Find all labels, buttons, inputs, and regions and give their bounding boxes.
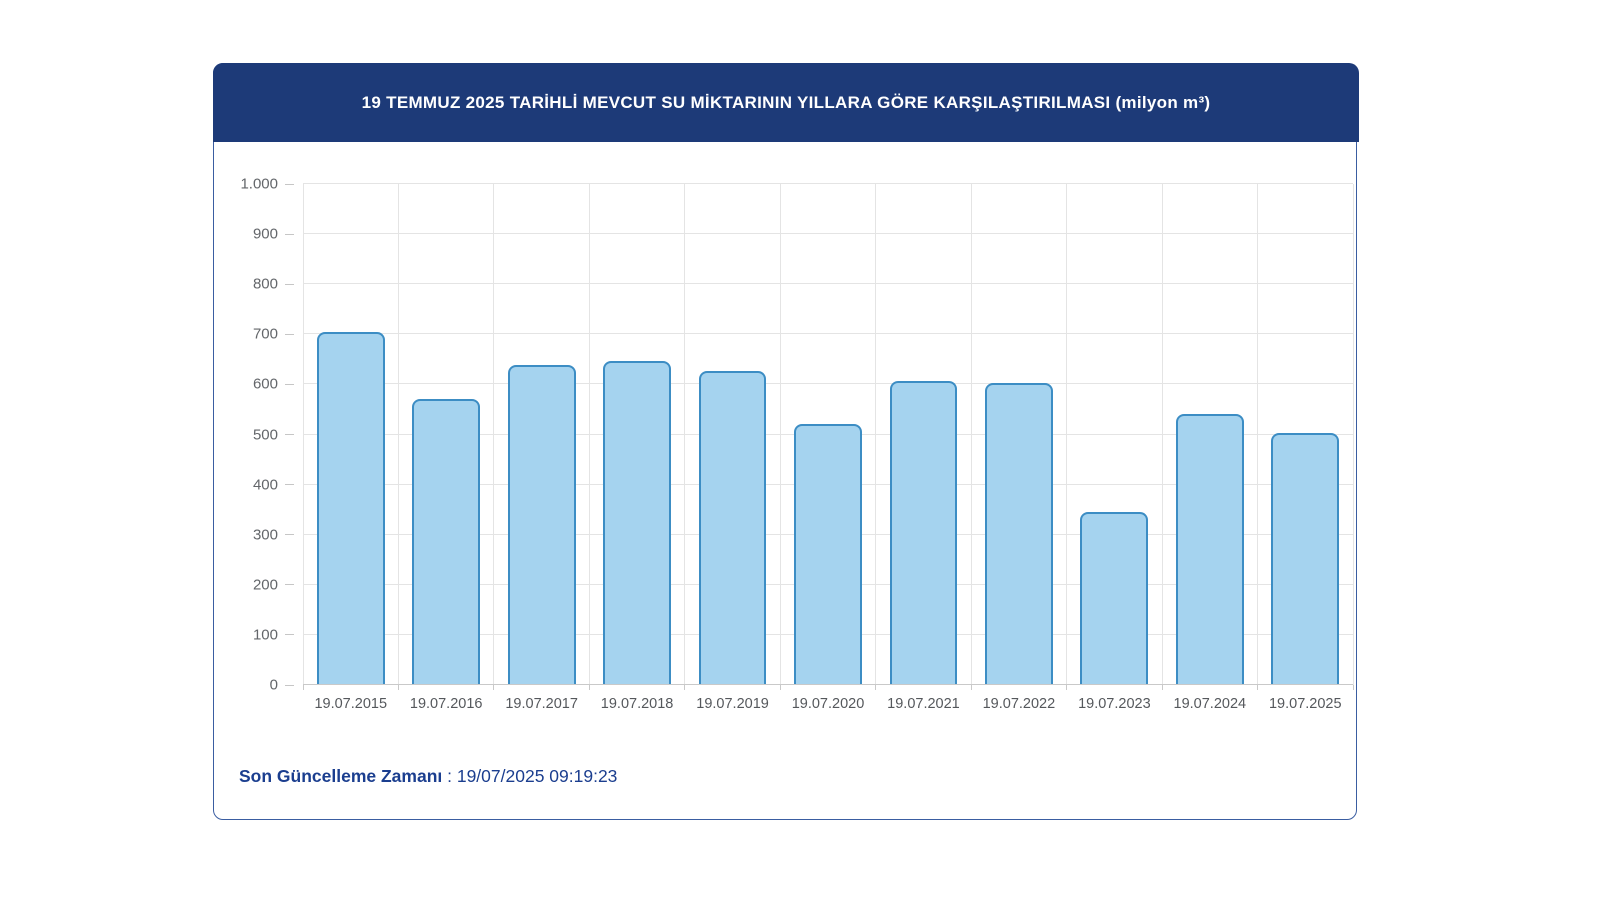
horizontal-gridline [303,233,1353,235]
x-tick-mark [1352,685,1354,690]
vertical-gridline [779,184,781,685]
x-label-19.07.2022: 19.07.2022 [982,696,1056,712]
y-tick-label: 1.000 [240,175,278,193]
bar-19.07.2017 [507,365,576,685]
y-tick-mark [285,684,294,686]
y-tick-mark [285,283,294,285]
y-tick-mark [285,233,294,235]
bar-slot [876,184,971,685]
last-update: Son Güncelleme Zamanı : 19/07/2025 09:19… [239,766,617,787]
y-tick-mark [285,484,294,486]
horizontal-gridline [303,183,1353,184]
bar-19.07.2016 [412,399,481,685]
vertical-gridline [875,184,877,685]
y-tick-mark [285,383,294,385]
horizontal-gridline [303,383,1353,385]
y-tick-label: 600 [252,375,278,393]
bar-slot [1162,184,1257,685]
vertical-gridline [684,184,686,685]
bar-19.07.2023 [1080,512,1149,685]
x-tick-mark [875,685,877,690]
x-label-19.07.2016: 19.07.2016 [409,696,483,712]
y-tick-label: 300 [252,526,278,544]
last-update-separator: : [442,766,457,786]
x-label-19.07.2020: 19.07.2020 [791,696,865,712]
x-tick-mark [779,685,781,690]
x-label-19.07.2024: 19.07.2024 [1173,696,1247,712]
vertical-gridline [1352,184,1354,685]
bar-slot [780,184,875,685]
x-tick-mark [1257,685,1259,690]
chart-title: 19 TEMMUZ 2025 TARİHLİ MEVCUT SU MİKTARI… [361,92,1211,112]
vertical-gridline [397,184,399,685]
y-tick-label: 200 [252,576,278,594]
y-tick-label: 0 [269,676,278,694]
last-update-label: Son Güncelleme Zamanı [239,766,443,786]
vertical-gridline [588,184,590,685]
last-update-value: 19/07/2025 09:19:23 [456,766,618,786]
x-tick-mark [397,685,399,690]
bar-19.07.2025 [1271,433,1340,685]
x-label-19.07.2017: 19.07.2017 [505,696,578,712]
x-tick-mark [493,685,495,690]
y-tick-mark [285,634,294,636]
bar-slot [685,184,780,685]
y-tick-mark [285,584,294,586]
y-tick-label: 100 [252,626,278,644]
x-label-19.07.2025: 19.07.2025 [1268,696,1342,712]
bar-slot [303,184,398,685]
x-axis-line [303,684,1353,685]
y-tick-mark [285,183,294,185]
bar-19.07.2022 [985,382,1053,685]
vertical-gridline [1257,184,1259,685]
x-tick-mark [1066,685,1068,690]
vertical-gridline [302,184,304,685]
y-tick-label: 900 [252,225,278,243]
vertical-gridline [1066,184,1068,685]
bar-19.07.2021 [889,381,958,685]
bar-19.07.2015 [316,332,385,685]
bar-19.07.2019 [698,370,767,685]
vertical-gridline [970,184,972,685]
bar-slot [398,184,493,685]
bar-slot [494,184,589,685]
y-tick-label: 400 [252,476,278,494]
bar-19.07.2024 [1175,413,1244,685]
x-tick-mark [302,685,304,690]
y-tick-mark [285,534,294,536]
bar-slot [589,184,684,685]
y-tick-mark [285,434,294,435]
bar-19.07.2018 [603,360,671,685]
card-header: 19 TEMMUZ 2025 TARİHLİ MEVCUT SU MİKTARI… [213,63,1359,142]
bar-chart-plot [302,183,1354,690]
x-label-19.07.2021: 19.07.2021 [887,696,960,712]
horizontal-gridline [303,283,1353,285]
vertical-gridline [1161,184,1163,685]
bar-slot [971,184,1066,685]
x-tick-mark [588,685,590,690]
vertical-gridline [493,184,495,685]
y-axis: 0 100 200 300 400 500 600 700 800 900 1.000 [219,177,294,693]
x-tick-mark [1161,685,1163,690]
bar-19.07.2020 [794,423,862,685]
y-tick-label: 800 [252,275,278,293]
bar-slot [1067,184,1162,685]
bar-slot [1258,184,1353,685]
y-tick-label: 500 [252,426,278,443]
x-tick-mark [684,685,686,690]
y-tick-mark [285,333,294,335]
x-label-19.07.2018: 19.07.2018 [600,696,674,712]
x-tick-mark [970,685,972,690]
x-axis: 19.07.2015 19.07.2016 19.07.2017 19.07.2018… [303,696,1353,716]
x-label-19.07.2023: 19.07.2023 [1078,696,1151,712]
y-tick-label: 700 [252,325,278,343]
water-report-card: 19 TEMMUZ 2025 TARİHLİ MEVCUT SU MİKTARI… [213,63,1359,820]
x-label-19.07.2015: 19.07.2015 [314,696,388,712]
x-label-19.07.2019: 19.07.2019 [696,696,769,712]
horizontal-gridline [303,333,1353,335]
